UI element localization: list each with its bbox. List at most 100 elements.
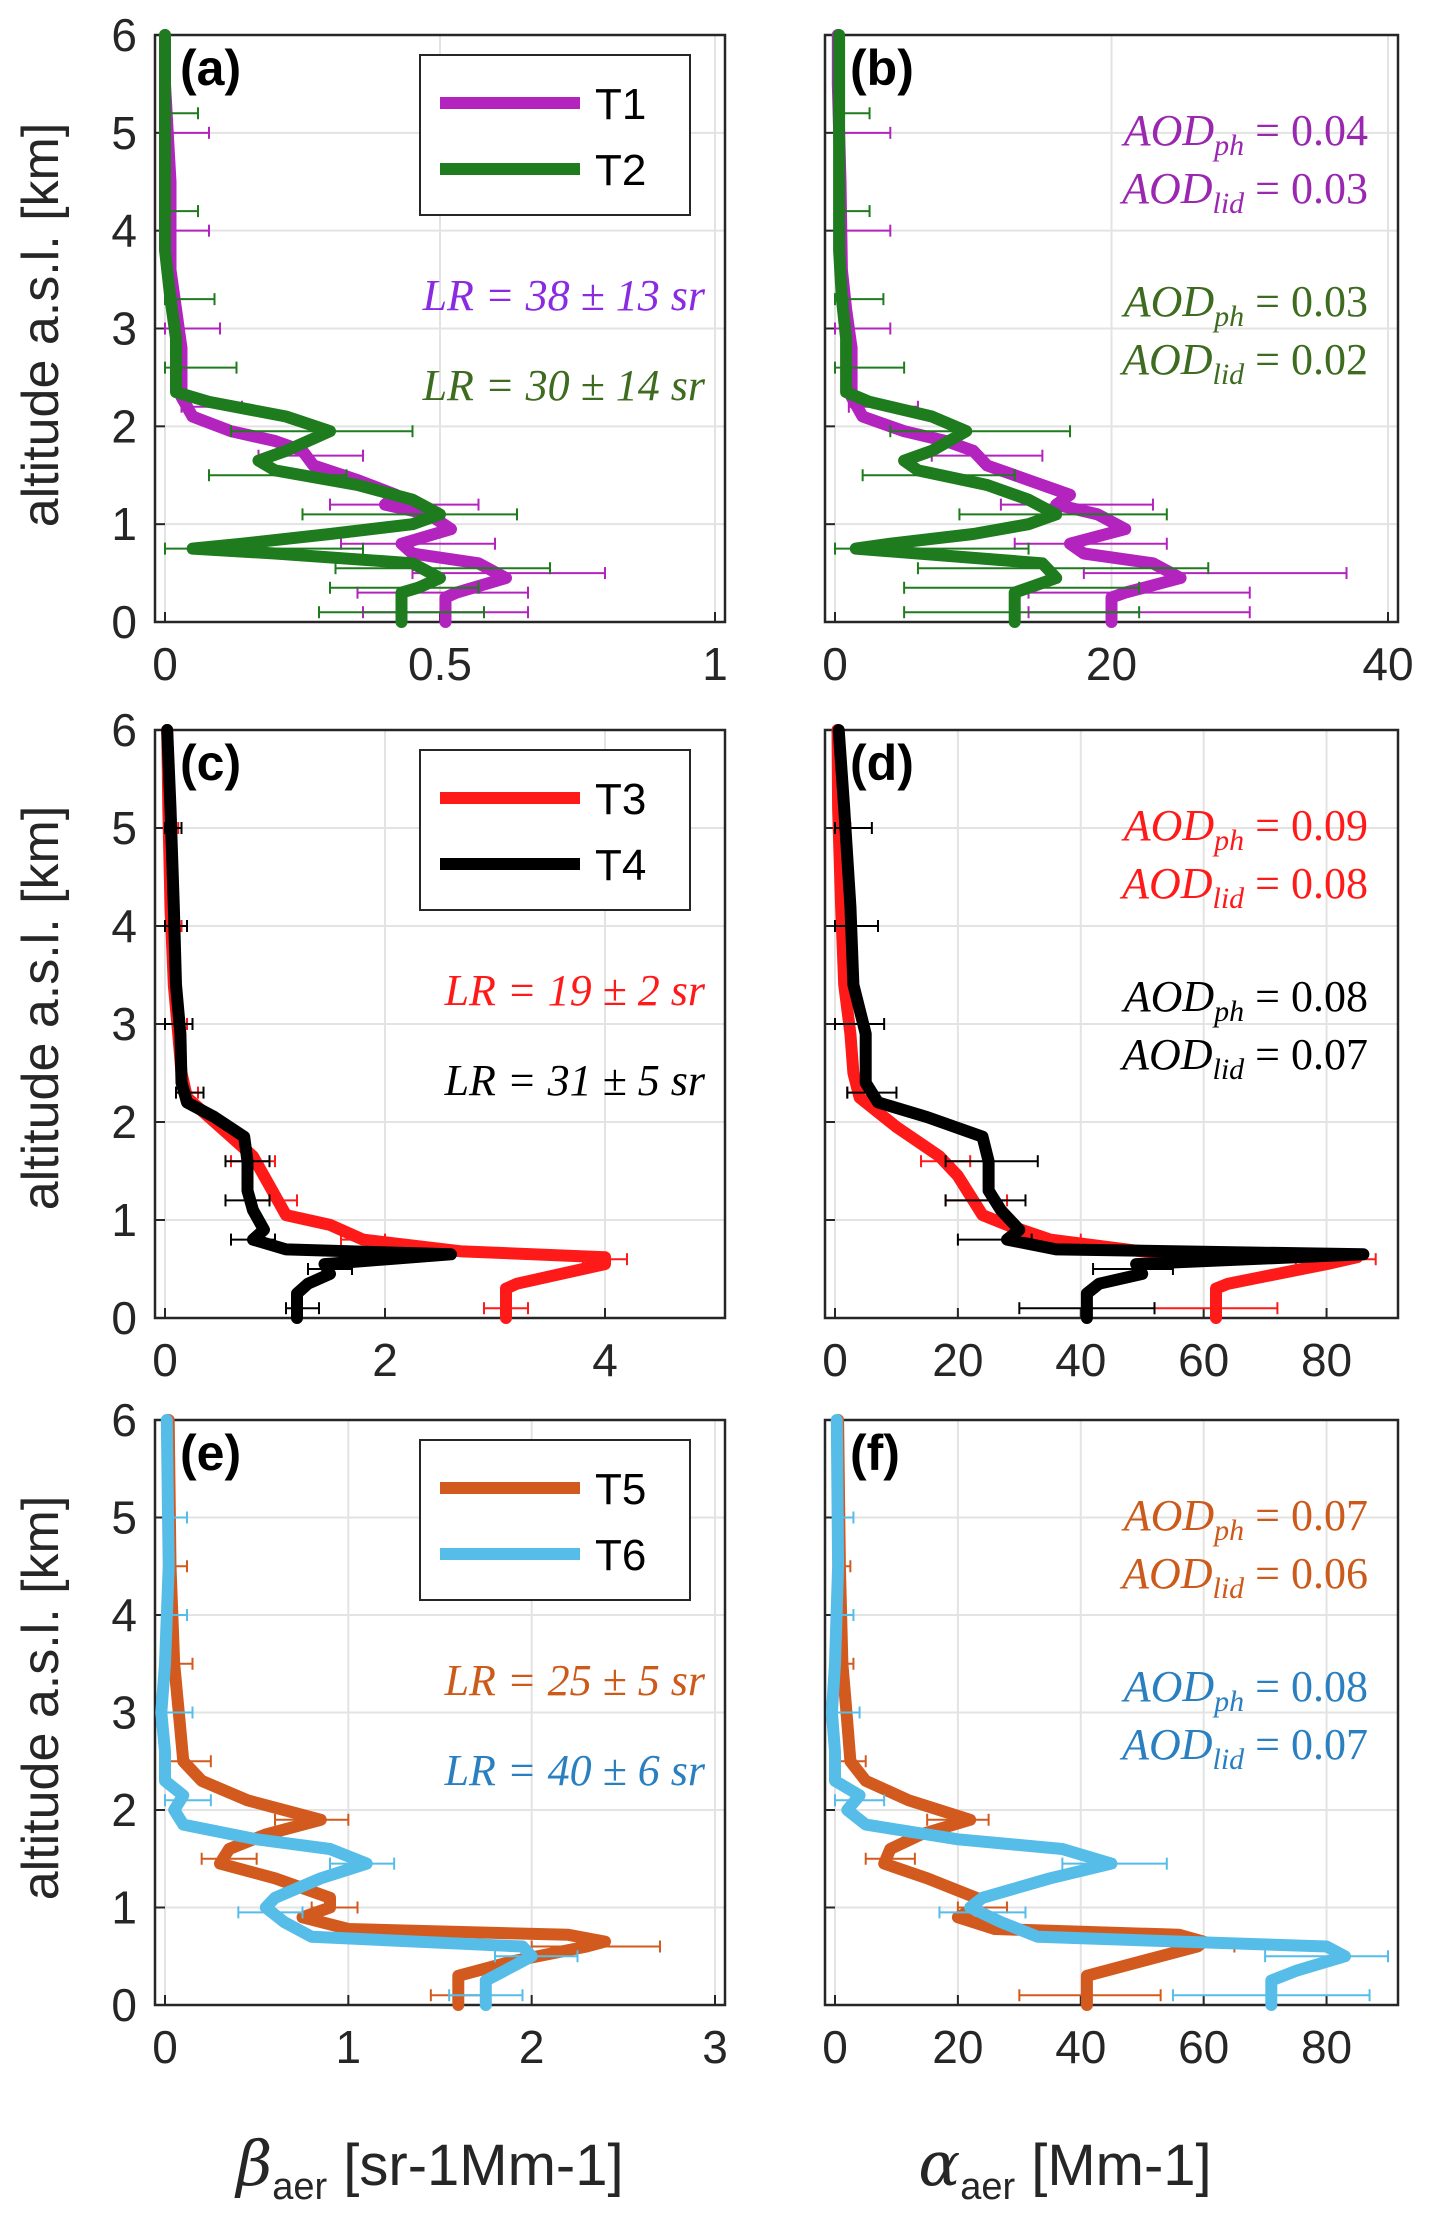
aod-f-1: AODlid = 0.06	[1119, 1549, 1368, 1605]
y-tick-label-a-0: 0	[111, 596, 137, 648]
panel-a: 0 0.5 1 0 1 2 3 4 5 6 (a) T1 T2 LR = 38 ± 13 sr LR = 3…	[111, 9, 727, 690]
series-b-T2	[833, 29, 1210, 628]
y-tick-label-e-2: 2	[111, 1784, 137, 1836]
y-tick-label-a-2: 2	[111, 400, 137, 452]
profile-line-b-T2	[833, 29, 1063, 628]
y-tick-label-e-4: 4	[111, 1589, 137, 1641]
legend-label-e-0: T5	[595, 1465, 646, 1514]
panel-c: 0 2 4 0 1 2 3 4 5 6 (c) T3 T4 LR = 19 ± 2 sr LR = 31 ±…	[111, 704, 727, 1386]
y-tick-label-c-1: 1	[111, 1194, 137, 1246]
x-tick-label-c-0: 0	[152, 1334, 178, 1386]
y-tick-label-a-3: 3	[111, 303, 137, 355]
y-tick-label-e-3: 3	[111, 1687, 137, 1739]
y-tick-label-e-6: 6	[111, 1394, 137, 1446]
series-d-T4	[832, 724, 1370, 1324]
y-tick-label-c-5: 5	[111, 802, 137, 854]
x-tick-label-e-1: 1	[336, 2021, 362, 2073]
aod-b-0: AODph = 0.04	[1121, 106, 1368, 162]
y-tick-label-a-6: 6	[111, 9, 137, 61]
x-tick-label-b-2: 40	[1362, 638, 1413, 690]
aod-f-2: AODph = 0.08	[1121, 1662, 1368, 1718]
profile-line-d-T3	[831, 724, 1364, 1324]
x-tick-label-d-1: 20	[932, 1334, 983, 1386]
y-tick-label-e-5: 5	[111, 1492, 137, 1544]
aod-d-0: AODph = 0.09	[1121, 801, 1368, 857]
x-tick-label-d-0: 0	[822, 1334, 848, 1386]
series-f-T6	[825, 1414, 1389, 2011]
profile-line-c-T4	[161, 724, 457, 1324]
x-tick-label-d-4: 80	[1301, 1334, 1352, 1386]
panel-label-f: (f)	[850, 1425, 900, 1481]
aod-b-3: AODlid = 0.02	[1119, 335, 1368, 391]
lidar-ratio-e-1: LR = 40 ± 6 sr	[444, 1746, 706, 1795]
series-c-T4	[161, 724, 457, 1324]
y-tick-label-c-4: 4	[111, 900, 137, 952]
panel-label-e: (e)	[180, 1425, 241, 1481]
profile-line-f-T6	[825, 1414, 1351, 2011]
aod-d-1: AODlid = 0.08	[1119, 859, 1368, 915]
panel-label-b: (b)	[850, 40, 914, 96]
y-tick-label-c-2: 2	[111, 1096, 137, 1148]
y-tick-label-c-6: 6	[111, 704, 137, 756]
legend-box-a	[419, 54, 691, 216]
legend-box-c	[419, 749, 691, 911]
aod-b-2: AODph = 0.03	[1121, 277, 1368, 333]
legend-label-c-1: T4	[595, 841, 646, 890]
panel-label-d: (d)	[850, 735, 914, 791]
legend-label-a-0: T1	[595, 80, 646, 129]
y-tick-label-e-0: 0	[111, 1979, 137, 2031]
x-tick-label-b-0: 0	[822, 638, 848, 690]
lidar-ratio-c-1: LR = 31 ± 5 sr	[444, 1056, 706, 1105]
legend-label-e-1: T6	[595, 1531, 646, 1580]
aod-f-3: AODlid = 0.07	[1119, 1720, 1368, 1776]
series-e-T5	[162, 1414, 661, 2011]
x-tick-label-f-0: 0	[822, 2021, 848, 2073]
series-a-T2	[159, 29, 551, 628]
y-tick-label-a-4: 4	[111, 205, 137, 257]
x-tick-label-f-2: 40	[1055, 2021, 1106, 2073]
y-tick-label-e-1: 1	[111, 1882, 137, 1934]
panel-e: 0 1 2 3 0 1 2 3 4 5 6 (e) T5 T6 LR = 25 ± 5 sr LR = 40 …	[111, 1394, 727, 2073]
lidar-ratio-a-1: LR = 30 ± 14 sr	[422, 361, 706, 410]
aod-b-1: AODlid = 0.03	[1119, 164, 1368, 220]
legend-box-e	[419, 1439, 691, 1601]
legend-label-a-1: T2	[595, 146, 646, 195]
profile-line-d-T4	[832, 724, 1370, 1324]
x-tick-label-c-1: 2	[372, 1334, 398, 1386]
x-tick-label-e-2: 2	[519, 2021, 545, 2073]
y-axis-label-a: altitude a.s.l. [km]	[12, 123, 70, 528]
y-tick-label-c-0: 0	[111, 1292, 137, 1344]
x-tick-label-a-2: 1	[702, 638, 728, 690]
series-e-T6	[155, 1414, 579, 2011]
x-tick-label-a-0: 0	[152, 638, 178, 690]
y-tick-label-c-3: 3	[111, 998, 137, 1050]
profile-line-a-T2	[159, 29, 446, 628]
lidar-ratio-e-0: LR = 25 ± 5 sr	[444, 1656, 706, 1705]
x-axis-label-backscatter: βaer [sr-1Mm-1]	[234, 2127, 623, 2208]
y-tick-label-a-5: 5	[111, 107, 137, 159]
legend-label-c-0: T3	[595, 775, 646, 824]
profile-line-e-T5	[162, 1414, 611, 2011]
x-tick-label-e-0: 0	[152, 2021, 178, 2073]
x-tick-label-f-3: 60	[1178, 2021, 1229, 2073]
x-tick-label-d-3: 60	[1178, 1334, 1229, 1386]
x-tick-label-c-2: 4	[592, 1334, 618, 1386]
y-axis-label-c: altitude a.s.l. [km]	[12, 806, 70, 1211]
x-axis-label-extinction: αaer [Mm-1]	[918, 2127, 1211, 2208]
aod-d-2: AODph = 0.08	[1121, 972, 1368, 1028]
x-tick-label-f-4: 80	[1301, 2021, 1352, 2073]
aod-f-0: AODph = 0.07	[1121, 1491, 1368, 1547]
lidar-ratio-a-0: LR = 38 ± 13 sr	[422, 271, 706, 320]
x-tick-label-d-2: 40	[1055, 1334, 1106, 1386]
panel-label-c: (c)	[180, 735, 241, 791]
x-tick-label-b-1: 20	[1086, 638, 1137, 690]
y-axis-label-e: altitude a.s.l. [km]	[12, 1496, 70, 1901]
panels: 0 0.5 1 0 1 2 3 4 5 6 (a) T1 T2 LR = 38 ± 13 sr LR = 3…	[111, 9, 1413, 2073]
x-tick-label-e-3: 3	[702, 2021, 728, 2073]
lidar-ratio-c-0: LR = 19 ± 2 sr	[444, 966, 706, 1015]
panel-label-a: (a)	[180, 40, 241, 96]
